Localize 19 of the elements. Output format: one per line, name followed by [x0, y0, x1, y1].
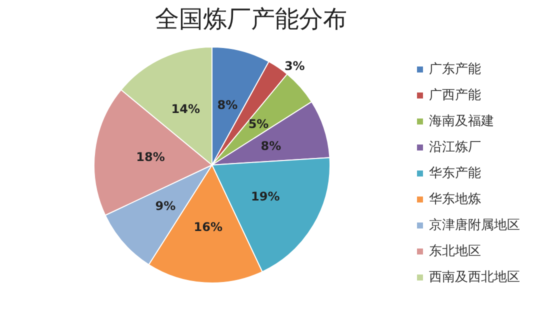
data-label: 16%	[194, 220, 222, 234]
legend-label: 广西产能	[429, 88, 481, 103]
legend-label: 沿江炼厂	[429, 140, 481, 155]
data-label: 5%	[248, 117, 269, 131]
data-label: 3%	[284, 58, 305, 73]
data-label: 14%	[171, 102, 200, 116]
data-label: 9%	[155, 199, 176, 213]
data-label: 18%	[136, 150, 165, 164]
legend-label: 东北地区	[429, 244, 481, 259]
legend-label: 广东产能	[429, 62, 481, 77]
chart-title: 全国炼厂产能分布	[155, 5, 347, 33]
legend-label: 华东地炼	[429, 192, 481, 207]
data-label: 8%	[260, 138, 282, 153]
legend-label: 西南及西北地区	[429, 270, 520, 285]
legend-label: 海南及福建	[429, 114, 494, 129]
data-label: 8%	[217, 98, 238, 112]
legend-label: 华东产能	[429, 166, 481, 181]
legend-label: 京津唐附属地区	[429, 218, 520, 233]
data-label: 19%	[251, 190, 280, 204]
